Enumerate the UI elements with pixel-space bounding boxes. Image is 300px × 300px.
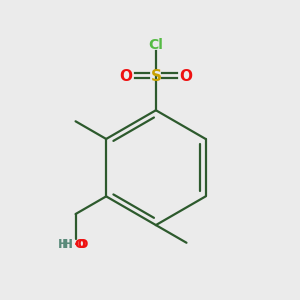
Text: O: O	[75, 238, 86, 251]
Text: S: S	[150, 69, 161, 84]
Text: ·O: ·O	[74, 238, 89, 251]
Text: Cl: Cl	[148, 38, 163, 52]
Text: O: O	[119, 69, 132, 84]
Text: H: H	[58, 238, 68, 251]
Text: O: O	[179, 69, 192, 84]
Text: H: H	[62, 238, 73, 251]
